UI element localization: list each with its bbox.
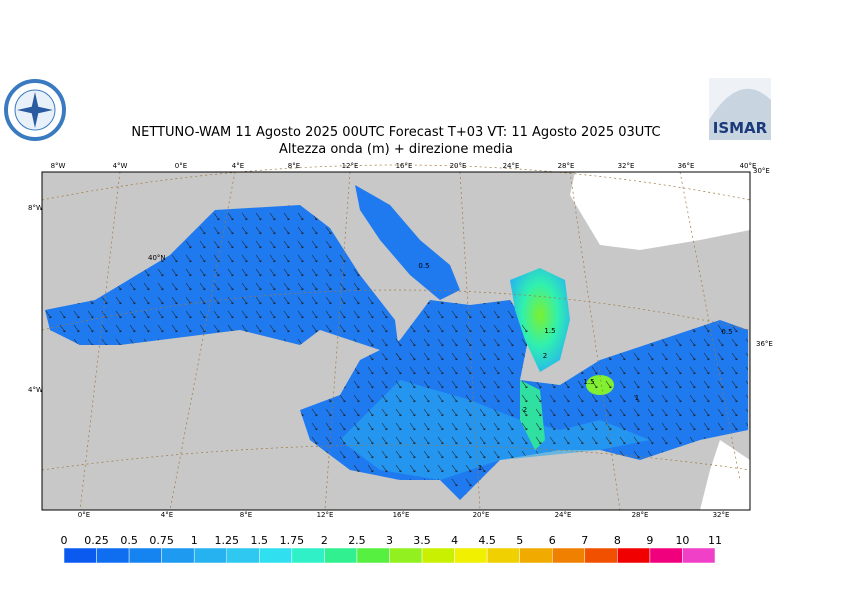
lon-label: 20°E — [473, 511, 490, 519]
colorbar-swatch — [96, 547, 130, 564]
lon-label: 8°E — [288, 162, 300, 170]
colorbar-label: 7 — [581, 534, 588, 547]
lon-label: 24°E — [503, 162, 520, 170]
lon-label: 36°E — [678, 162, 695, 170]
lon-label: 0°E — [175, 162, 187, 170]
colorbar-label: 6 — [549, 534, 556, 547]
colorbar-swatch — [161, 547, 195, 564]
colorbar-swatch — [324, 547, 358, 564]
colorbar-label: 3 — [386, 534, 393, 547]
lon-label: 16°E — [393, 511, 410, 519]
colorbar-swatch — [421, 547, 455, 564]
lon-label: 16°E — [396, 162, 413, 170]
colorbar-swatch — [193, 547, 227, 564]
colorbar-label: 4 — [451, 534, 458, 547]
lon-label: 12°E — [342, 162, 359, 170]
colorbar-swatch — [682, 547, 716, 564]
logo-left — [4, 79, 66, 141]
lon-label: 24°E — [555, 511, 572, 519]
lon-label: 4°W — [113, 162, 128, 170]
colorbar-swatch — [617, 547, 651, 564]
contour-label: 2 — [523, 406, 527, 414]
title: NETTUNO-WAM 11 Agosto 2025 00UTC Forecas… — [131, 125, 660, 140]
lon-label: 0°E — [78, 511, 90, 519]
lon-label: 20°E — [450, 162, 467, 170]
colorbar-swatch — [649, 547, 683, 564]
colorbar-swatch — [356, 547, 390, 564]
map — [41, 164, 751, 511]
lat-label: 4°W — [28, 386, 43, 394]
colorbar-label: 0.5 — [120, 534, 138, 547]
colorbar-label: 1.5 — [251, 534, 269, 547]
colorbar-label: 5 — [516, 534, 523, 547]
colorbar-label: 3.5 — [413, 534, 431, 547]
lat-label: 36°E — [756, 340, 773, 348]
colorbar-label: 0.75 — [149, 534, 174, 547]
lon-label: 8°E — [240, 511, 252, 519]
contour-label: 0.5 — [721, 328, 732, 336]
colorbar-label: 9 — [646, 534, 653, 547]
lat-label: 30°E — [753, 167, 770, 175]
contour-label: 1 — [635, 394, 639, 402]
colorbar-swatch — [454, 547, 488, 564]
lon-label: 4°E — [232, 162, 244, 170]
colorbar-label: 0.25 — [84, 534, 109, 547]
contour-label: 1 — [478, 464, 482, 472]
colorbar-swatch — [389, 547, 423, 564]
lon-label: 4°E — [161, 511, 173, 519]
lon-label: 32°E — [713, 511, 730, 519]
colorbar-swatch — [584, 547, 618, 564]
colorbar-swatch — [226, 547, 260, 564]
lon-label: 32°E — [618, 162, 635, 170]
lon-label: 28°E — [558, 162, 575, 170]
colorbar-swatch — [259, 547, 293, 564]
contour-label: 2 — [543, 352, 547, 360]
colorbar-swatch — [128, 547, 162, 564]
subtitle: Altezza onda (m) + direzione media — [279, 142, 513, 157]
contour-label: 1.5 — [544, 327, 555, 335]
lon-label: 40°E — [740, 162, 757, 170]
colorbar-swatch — [291, 547, 325, 564]
colorbar-swatch — [486, 547, 520, 564]
colorbar-label: 1.25 — [215, 534, 240, 547]
colorbar-label: 1.75 — [280, 534, 305, 547]
colorbar-label: 2.5 — [348, 534, 366, 547]
colorbar-label: 4.5 — [478, 534, 496, 547]
colorbar-label: 11 — [708, 534, 722, 547]
lon-label: 12°E — [317, 511, 334, 519]
colorbar-swatch — [552, 547, 586, 564]
colorbar-label: 10 — [675, 534, 689, 547]
contour-label: 0.5 — [418, 262, 429, 270]
colorbar-swatch — [63, 547, 97, 564]
lon-label: 28°E — [632, 511, 649, 519]
lat-label: 8°W — [28, 204, 43, 212]
lat-label: 40°N — [148, 254, 166, 262]
colorbar-label: 2 — [321, 534, 328, 547]
lon-label: 8°W — [51, 162, 66, 170]
contour-label: 1.5 — [583, 378, 594, 386]
colorbar-label: 8 — [614, 534, 621, 547]
colorbar-swatch — [519, 547, 553, 564]
colorbar-label: 0 — [61, 534, 68, 547]
logo-right: ISMAR — [709, 78, 771, 140]
colorbar-label: 1 — [191, 534, 198, 547]
logo-text: ISMAR — [713, 119, 768, 137]
